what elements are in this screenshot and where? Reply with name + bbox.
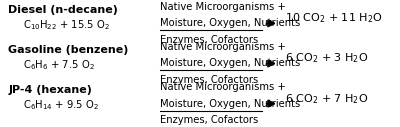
- Text: C$_{10}$H$_{22}$ + 15.5 O$_{2}$: C$_{10}$H$_{22}$ + 15.5 O$_{2}$: [24, 18, 110, 32]
- Text: Moisture, Oxygen, Nutrients: Moisture, Oxygen, Nutrients: [160, 18, 300, 28]
- Text: C$_{6}$H$_{6}$ + 7.5 O$_{2}$: C$_{6}$H$_{6}$ + 7.5 O$_{2}$: [24, 58, 95, 72]
- Text: Enzymes, Cofactors: Enzymes, Cofactors: [160, 75, 258, 85]
- Text: Native Microorganisms +: Native Microorganisms +: [160, 42, 286, 52]
- Text: 10 CO$_{2}$ + 11 H$_{2}$O: 10 CO$_{2}$ + 11 H$_{2}$O: [285, 11, 382, 25]
- Text: Enzymes, Cofactors: Enzymes, Cofactors: [160, 35, 258, 45]
- Text: Diesel (n-decane): Diesel (n-decane): [8, 5, 118, 14]
- Text: Moisture, Oxygen, Nutrients: Moisture, Oxygen, Nutrients: [160, 59, 300, 68]
- Text: 6 CO$_{2}$ + 7 H$_{2}$O: 6 CO$_{2}$ + 7 H$_{2}$O: [285, 92, 368, 106]
- Text: Moisture, Oxygen, Nutrients: Moisture, Oxygen, Nutrients: [160, 99, 300, 109]
- Text: 6 CO$_{2}$ + 3 H$_{2}$O: 6 CO$_{2}$ + 3 H$_{2}$O: [285, 52, 368, 65]
- Text: Native Microorganisms +: Native Microorganisms +: [160, 2, 286, 12]
- Text: Gasoline (benzene): Gasoline (benzene): [8, 45, 129, 55]
- Text: C$_{6}$H$_{14}$ + 9.5 O$_{2}$: C$_{6}$H$_{14}$ + 9.5 O$_{2}$: [24, 98, 100, 112]
- Text: Native Microorganisms +: Native Microorganisms +: [160, 82, 286, 92]
- Text: JP-4 (hexane): JP-4 (hexane): [8, 85, 92, 95]
- Text: Enzymes, Cofactors: Enzymes, Cofactors: [160, 115, 258, 125]
